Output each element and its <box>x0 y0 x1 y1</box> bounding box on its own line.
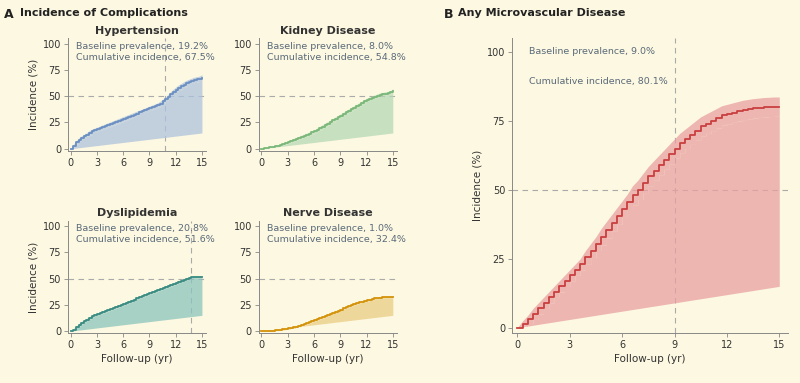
X-axis label: Follow-up (yr): Follow-up (yr) <box>292 354 364 364</box>
Text: Any Microvascular Disease: Any Microvascular Disease <box>458 8 625 18</box>
Text: Cumulative incidence, 80.1%: Cumulative incidence, 80.1% <box>529 77 667 86</box>
Text: Baseline prevalence, 1.0%: Baseline prevalence, 1.0% <box>267 224 393 233</box>
X-axis label: Follow-up (yr): Follow-up (yr) <box>614 354 686 364</box>
X-axis label: Follow-up (yr): Follow-up (yr) <box>102 354 173 364</box>
Title: Hypertension: Hypertension <box>95 26 179 36</box>
Text: Baseline prevalence, 9.0%: Baseline prevalence, 9.0% <box>529 47 654 56</box>
Text: Baseline prevalence, 19.2%: Baseline prevalence, 19.2% <box>76 42 208 51</box>
Text: Cumulative incidence, 67.5%: Cumulative incidence, 67.5% <box>76 53 215 62</box>
Text: Cumulative incidence, 51.6%: Cumulative incidence, 51.6% <box>76 235 215 244</box>
Text: Incidence of Complications: Incidence of Complications <box>20 8 188 18</box>
Text: Baseline prevalence, 8.0%: Baseline prevalence, 8.0% <box>267 42 393 51</box>
Title: Nerve Disease: Nerve Disease <box>283 208 373 218</box>
Title: Kidney Disease: Kidney Disease <box>280 26 376 36</box>
Text: Baseline prevalence, 20.8%: Baseline prevalence, 20.8% <box>76 224 208 233</box>
Text: Cumulative incidence, 32.4%: Cumulative incidence, 32.4% <box>267 235 406 244</box>
Y-axis label: Incidence (%): Incidence (%) <box>473 150 482 221</box>
Y-axis label: Incidence (%): Incidence (%) <box>29 241 38 313</box>
Text: B: B <box>444 8 454 21</box>
Text: Cumulative incidence, 54.8%: Cumulative incidence, 54.8% <box>267 53 406 62</box>
Text: A: A <box>4 8 14 21</box>
Title: Dyslipidemia: Dyslipidemia <box>97 208 178 218</box>
Y-axis label: Incidence (%): Incidence (%) <box>29 59 38 130</box>
